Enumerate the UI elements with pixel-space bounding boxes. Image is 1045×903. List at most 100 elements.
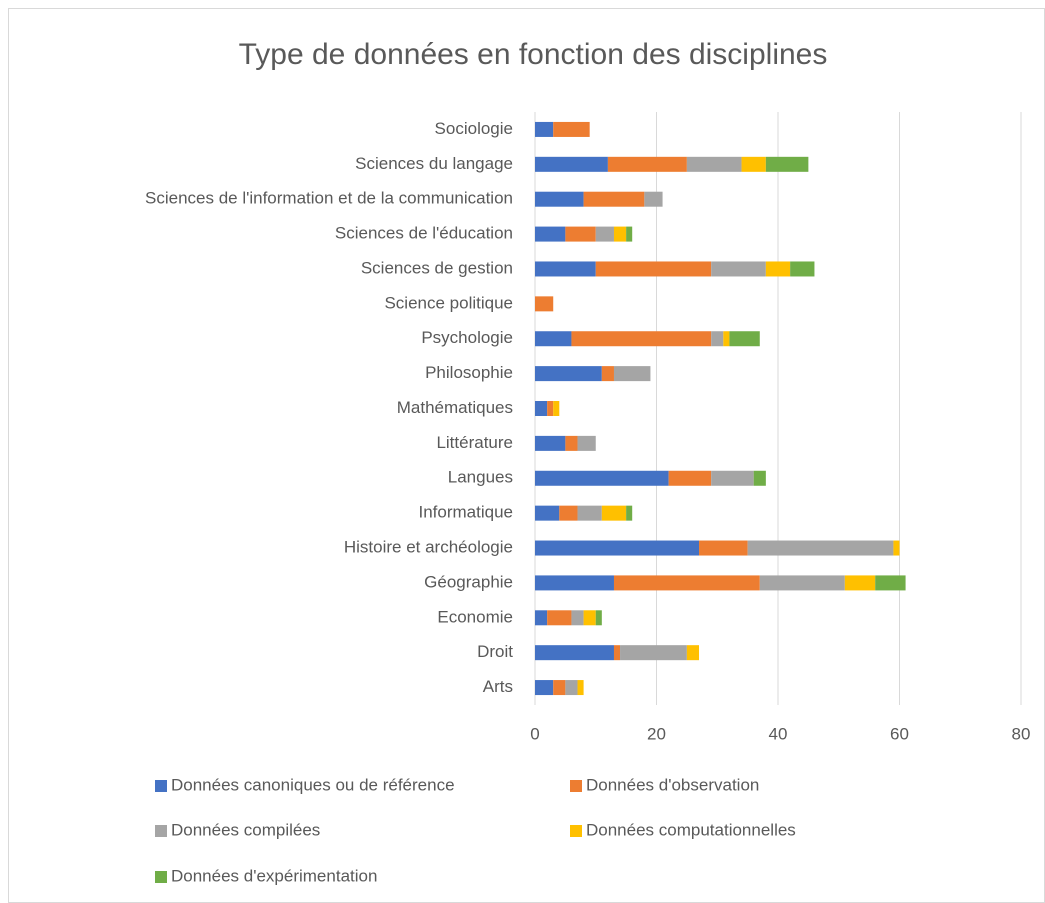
chart-title: Type de données en fonction des discipli… — [239, 38, 828, 71]
y-tick-label: Sciences du langage — [355, 154, 513, 173]
x-tick-label: 60 — [890, 724, 909, 743]
bar-segment — [547, 401, 554, 416]
y-tick-label: Informatique — [419, 503, 514, 522]
bar-segment — [607, 156, 687, 172]
y-tick-label: Arts — [483, 677, 513, 696]
bar-segment — [753, 470, 766, 486]
x-tick-label: 20 — [647, 724, 666, 743]
bar-segment — [577, 435, 596, 451]
bar-segment — [765, 156, 809, 172]
y-tick-label: Sciences de l'éducation — [335, 224, 513, 243]
legend-swatch — [570, 825, 582, 837]
bar-segment — [711, 261, 766, 277]
bar-segment — [553, 121, 590, 137]
bar-segment — [535, 191, 584, 207]
bar-segment — [553, 680, 566, 696]
bar-segment — [790, 261, 815, 277]
bar-segment — [565, 680, 578, 696]
y-tick-label: Psychologie — [421, 328, 513, 347]
legend-label: Données computationnelles — [586, 820, 796, 839]
bar-segment — [601, 366, 614, 382]
bar-segment — [613, 645, 621, 661]
bar-segment — [535, 505, 560, 521]
bar-segment — [535, 610, 548, 626]
bar-segment — [723, 331, 730, 347]
bar-segment — [626, 226, 633, 242]
bar-segment — [686, 645, 700, 661]
bar-segment — [626, 505, 633, 521]
bar-segment — [535, 121, 554, 137]
bar-segment — [565, 226, 596, 242]
x-tick-label: 0 — [530, 724, 539, 743]
y-tick-label: Mathématiques — [397, 398, 513, 417]
chart-border — [8, 8, 1045, 903]
bar-segment — [553, 401, 560, 416]
bar-segment — [747, 540, 894, 556]
legend-label: Données d'expérimentation — [171, 866, 377, 885]
y-tick-label: Science politique — [384, 293, 513, 312]
bar-segment — [595, 261, 712, 277]
bar-segment — [535, 261, 596, 277]
bar-segment — [535, 366, 602, 382]
bar-segment — [583, 191, 645, 207]
bar-segment — [535, 680, 554, 696]
bar-segment — [571, 331, 712, 347]
bar-segment — [844, 575, 876, 591]
bar-segment — [699, 540, 748, 556]
bar-segment — [613, 226, 627, 242]
bar-segment — [583, 610, 596, 626]
bar-segment — [613, 575, 760, 591]
bar-segment — [601, 505, 627, 521]
legend-label: Données d'observation — [586, 775, 759, 794]
bar-segment — [729, 331, 760, 347]
legend-label: Données compilées — [171, 820, 320, 839]
legend-swatch — [155, 871, 167, 883]
legend-label: Données canoniques ou de référence — [171, 775, 455, 794]
legend-swatch — [155, 780, 167, 792]
legend-swatch — [155, 825, 167, 837]
bar-segment — [765, 261, 791, 277]
y-tick-label: Economie — [437, 607, 513, 626]
y-tick-label: Géographie — [424, 572, 513, 591]
bar-segment — [644, 191, 663, 207]
bar-segment — [535, 331, 572, 347]
bar-segment — [571, 610, 584, 626]
y-tick-label: Sciences de gestion — [361, 258, 513, 277]
bar-segment — [565, 435, 578, 451]
bar-segment — [595, 226, 614, 242]
x-tick-label: 40 — [769, 724, 788, 743]
bar-segment — [711, 331, 724, 347]
bar-segment — [535, 575, 614, 591]
bar-segment — [535, 401, 548, 416]
bar-segment — [613, 366, 651, 382]
x-tick-label: 80 — [1012, 724, 1031, 743]
bar-segment — [535, 470, 669, 486]
bar-segment — [559, 505, 578, 521]
y-tick-label: Philosophie — [425, 363, 513, 382]
bar-segment — [535, 226, 566, 242]
bar-segment — [668, 470, 712, 486]
bar-segment — [535, 435, 566, 451]
bar-segment — [741, 156, 766, 172]
bar-segment — [875, 575, 906, 591]
bar-segment — [686, 156, 742, 172]
bar-segment — [535, 296, 554, 312]
y-tick-label: Histoire et archéologie — [344, 538, 513, 557]
bar-segment — [547, 610, 572, 626]
bar-segment — [535, 156, 608, 172]
bar-segment — [711, 470, 754, 486]
bar-segment — [759, 575, 845, 591]
bar-segment — [893, 540, 900, 556]
bar-segment — [620, 645, 687, 661]
y-tick-label: Sciences de l'information et de la commu… — [145, 189, 513, 208]
bar-segment — [577, 505, 602, 521]
bar-segment — [577, 680, 584, 696]
y-tick-label: Langues — [448, 468, 513, 487]
y-tick-label: Littérature — [436, 433, 513, 452]
y-tick-label: Sociologie — [435, 119, 513, 138]
y-tick-label: Droit — [477, 642, 513, 661]
bar-segment — [535, 540, 700, 556]
bar-segment — [535, 645, 614, 661]
bar-segment — [595, 610, 602, 626]
